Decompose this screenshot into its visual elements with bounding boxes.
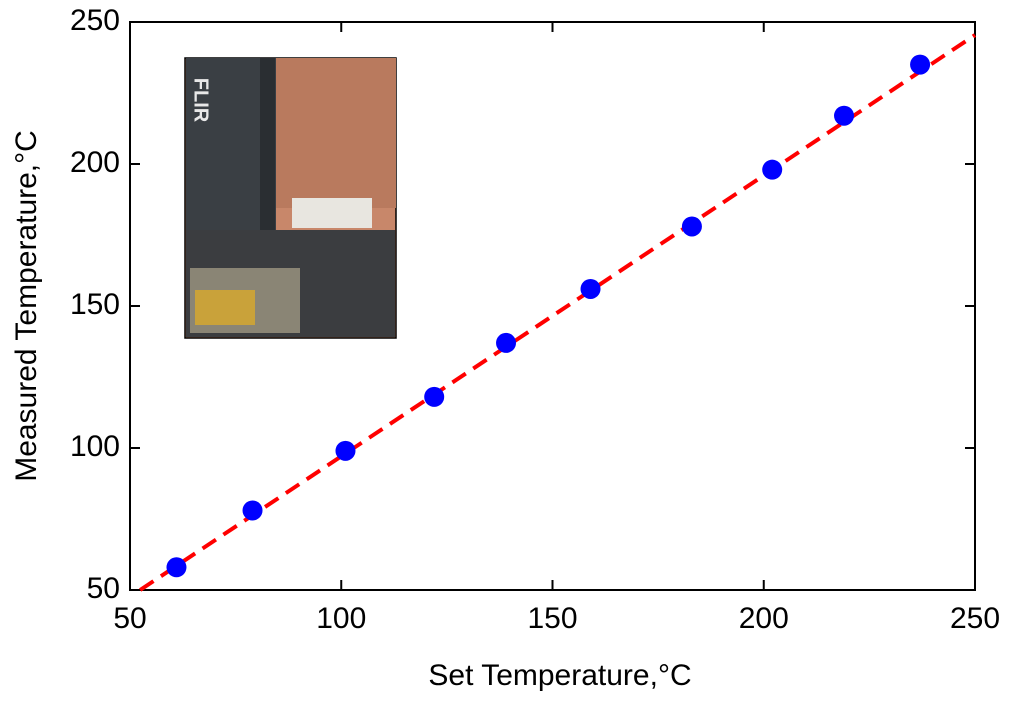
data-point: [834, 105, 855, 126]
x-tick-label: 100: [316, 602, 366, 635]
y-tick-label: 250: [70, 4, 120, 37]
inset-label: FLIR: [190, 78, 212, 123]
data-point: [762, 159, 783, 180]
x-tick-label: 150: [527, 602, 577, 635]
y-tick-label: 200: [70, 146, 120, 179]
x-axis-label: Set Temperature,°C: [428, 659, 691, 692]
x-tick-label: 50: [113, 602, 146, 635]
data-point: [166, 557, 187, 578]
data-point: [335, 440, 356, 461]
fit-line: [139, 33, 977, 592]
data-point: [424, 386, 445, 407]
y-axis-label: Measured Temperature,°C: [10, 130, 43, 482]
data-point: [681, 216, 702, 237]
data-point: [580, 278, 601, 299]
x-tick-label: 250: [950, 602, 1000, 635]
data-point: [242, 500, 263, 521]
data-point: [496, 332, 517, 353]
y-tick-label: 50: [87, 572, 120, 605]
inset-photo: FLIR: [184, 57, 397, 339]
data-point: [910, 54, 931, 75]
y-tick-label: 150: [70, 288, 120, 321]
x-tick-label: 200: [739, 602, 789, 635]
y-tick-label: 100: [70, 430, 120, 463]
